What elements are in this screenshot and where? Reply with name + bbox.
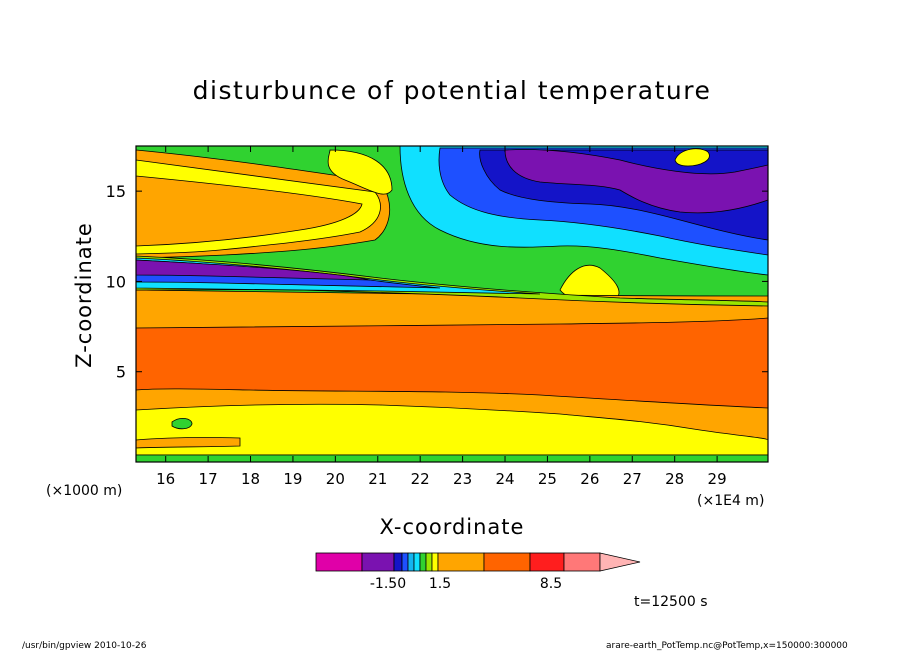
region-yellow-lobe bbox=[327, 149, 393, 195]
chart-title: disturbunce of potential temperature bbox=[192, 76, 712, 105]
region-purple-core bbox=[504, 149, 768, 214]
colorbar-label: -1.50 bbox=[370, 576, 406, 592]
region-bottom-green bbox=[136, 454, 768, 462]
y-tick-label: 15 bbox=[106, 182, 126, 201]
x-tick-label: 24 bbox=[495, 470, 514, 488]
x-tick-label: 23 bbox=[453, 470, 472, 488]
colorbar-arrow bbox=[599, 552, 641, 572]
x-tick-label: 16 bbox=[156, 470, 175, 488]
colorbar-swatch bbox=[393, 552, 403, 572]
colorbar-swatch bbox=[419, 552, 427, 572]
region-top-yellow-spot bbox=[674, 148, 710, 167]
x-axis-label: X-coordinate bbox=[379, 515, 525, 539]
x-unit-right: (×1E4 m) bbox=[697, 493, 765, 509]
time-label: t=12500 s bbox=[634, 594, 708, 610]
x-tick-label: 18 bbox=[241, 470, 260, 488]
region-green-blob bbox=[171, 418, 193, 430]
colorbar-label: 8.5 bbox=[540, 576, 562, 592]
x-tick-label: 29 bbox=[708, 470, 727, 488]
colorbar-swatch bbox=[401, 552, 409, 572]
region-surface-orange bbox=[136, 437, 241, 449]
colorbar-swatch bbox=[425, 552, 433, 572]
colorbar-label: 1.5 bbox=[429, 576, 451, 592]
colorbar-swatch bbox=[529, 552, 565, 572]
plot-area bbox=[136, 146, 768, 462]
x-tick-label: 26 bbox=[580, 470, 599, 488]
colorbar-swatch bbox=[437, 552, 485, 572]
colorbar-swatch bbox=[407, 552, 415, 572]
plot-frame bbox=[135, 145, 769, 463]
x-tick-label: 28 bbox=[665, 470, 684, 488]
region-surface-yellow bbox=[136, 403, 768, 456]
colorbar-swatch bbox=[413, 552, 421, 572]
region-purple-band bbox=[136, 259, 371, 281]
colorbar-swatch bbox=[563, 552, 601, 572]
y-tick-label: 5 bbox=[116, 363, 126, 382]
colorbar-swatch bbox=[361, 552, 395, 572]
colorbar-swatch bbox=[431, 552, 439, 572]
y-tick-label: 10 bbox=[106, 272, 126, 291]
footer-left: /usr/bin/gpview 2010-10-26 bbox=[22, 641, 147, 651]
x-tick-label: 17 bbox=[199, 470, 218, 488]
x-unit-left: (×1000 m) bbox=[46, 483, 123, 499]
x-tick-label: 19 bbox=[283, 470, 302, 488]
region-dark-orange bbox=[136, 317, 768, 409]
x-tick-label: 22 bbox=[411, 470, 430, 488]
x-tick-label: 21 bbox=[368, 470, 387, 488]
colorbar-swatch bbox=[315, 552, 363, 572]
x-tick-label: 27 bbox=[623, 470, 642, 488]
footer-right: arare-earth_PotTemp.nc@PotTemp,x=150000:… bbox=[606, 641, 848, 651]
colorbar-swatch bbox=[483, 552, 531, 572]
x-tick-label: 20 bbox=[326, 470, 345, 488]
region-upper-yellow bbox=[136, 159, 381, 255]
x-tick-label: 25 bbox=[538, 470, 557, 488]
